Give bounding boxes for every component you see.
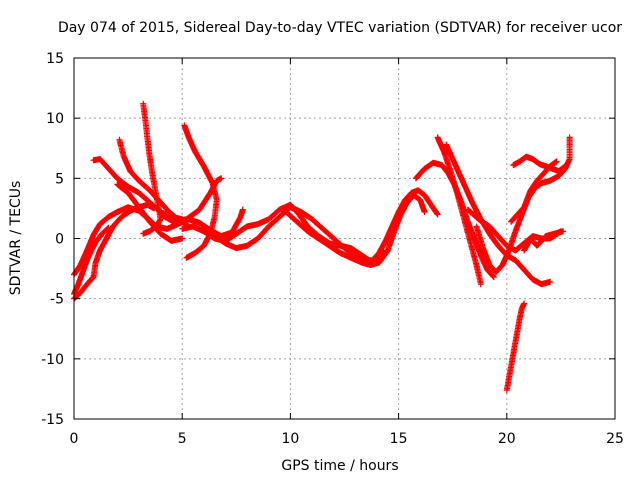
marker-path (443, 141, 554, 288)
series-track-6 (140, 100, 164, 237)
x-tick-label: 25 (606, 431, 624, 447)
series-track-9 (157, 175, 225, 225)
x-tick-label: 15 (390, 431, 408, 447)
x-tick-label: 5 (178, 431, 187, 447)
data-points (71, 100, 573, 394)
series-track-12 (283, 192, 428, 268)
y-tick-label: -5 (50, 292, 64, 308)
series-track-15 (434, 134, 484, 288)
series-track-16 (443, 141, 554, 288)
marker-path (140, 100, 164, 237)
marker-path (157, 175, 225, 225)
x-tick-label: 0 (70, 431, 79, 447)
axis-ticks (73, 57, 616, 420)
series-track-19 (503, 300, 528, 394)
series-track-21 (508, 158, 560, 225)
y-tick-label: 15 (46, 51, 64, 67)
chart-title: Day 074 of 2015, Sidereal Day-to-day VTE… (58, 20, 622, 36)
marker-path (114, 181, 186, 244)
marker-path (521, 228, 567, 254)
series-track-13 (369, 187, 441, 264)
x-tick-label: 10 (281, 431, 299, 447)
marker-path (283, 192, 428, 268)
y-tick-labels: -15 -10 -5 0 5 10 15 (41, 51, 64, 428)
series-track-20 (510, 153, 569, 175)
marker-path (434, 134, 484, 288)
series-track-22 (521, 228, 567, 254)
marker-path (510, 153, 569, 175)
x-axis-label: GPS time / hours (281, 458, 398, 474)
marker-path (508, 158, 560, 225)
y-axis-label: SDTVAR / TECUs (8, 181, 24, 296)
marker-path (369, 187, 441, 264)
y-tick-label: 10 (46, 111, 64, 127)
marker-path (503, 300, 528, 394)
x-tick-labels: 0 5 10 15 20 25 (70, 431, 624, 447)
series-track-8 (114, 181, 186, 244)
x-tick-label: 20 (498, 431, 516, 447)
y-tick-label: -10 (41, 352, 64, 368)
y-tick-label: -15 (41, 412, 64, 428)
y-tick-label: 0 (55, 232, 64, 248)
y-tick-label: 5 (55, 171, 64, 187)
